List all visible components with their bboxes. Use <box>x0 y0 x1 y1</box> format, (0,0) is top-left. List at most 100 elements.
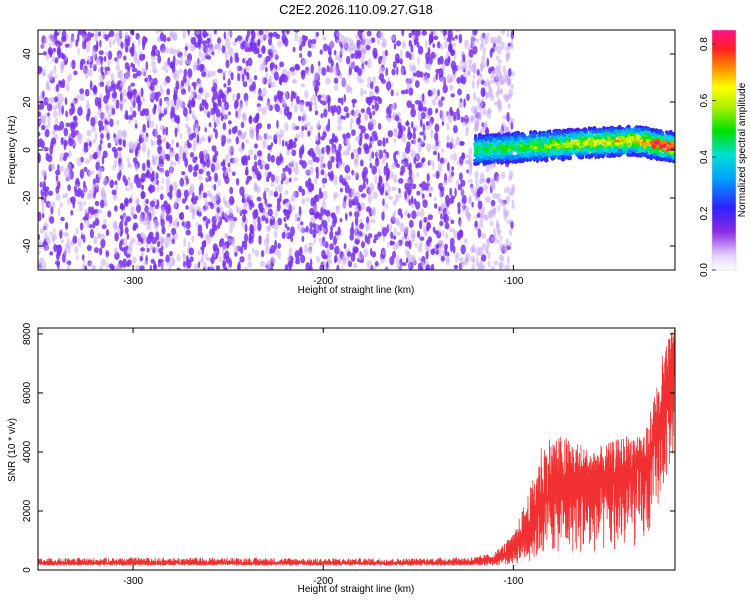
heatmap-cell <box>97 59 101 66</box>
heatmap-cell <box>197 261 201 269</box>
heatmap-cell <box>127 66 131 71</box>
heatmap-cell <box>136 204 141 214</box>
heatmap-cell <box>333 192 339 199</box>
heatmap-cell <box>114 205 118 212</box>
heatmap-cell <box>323 146 327 152</box>
heatmap-cell <box>302 112 306 118</box>
heatmap-cell <box>497 59 503 64</box>
heatmap-cell <box>155 123 158 134</box>
heatmap-cell <box>262 139 267 149</box>
heatmap-cell <box>444 40 448 49</box>
heatmap-cell <box>77 133 84 139</box>
heatmap-cell <box>481 254 487 262</box>
heatmap-cell <box>59 202 63 208</box>
heatmap-cell <box>437 139 441 148</box>
heatmap-cell <box>123 246 128 256</box>
heatmap-cell <box>176 267 181 270</box>
heatmap-cell <box>389 256 395 266</box>
heatmap-cell <box>458 232 462 239</box>
heatmap-cell <box>159 124 165 131</box>
heatmap-cell <box>593 152 597 157</box>
heatmap-cell <box>136 95 141 104</box>
heatmap-cell <box>368 188 372 196</box>
heatmap-cell <box>252 217 257 225</box>
heatmap-cell <box>51 201 56 209</box>
heatmap-cell <box>192 209 197 216</box>
heatmap-cell <box>211 145 217 152</box>
heatmap-cell <box>111 107 116 115</box>
heatmap-cell <box>39 228 45 234</box>
heatmap-cell <box>263 34 268 40</box>
heatmap-cell <box>660 145 664 149</box>
heatmap-cell <box>440 116 445 121</box>
heatmap-cell <box>318 237 323 244</box>
heatmap-cell <box>298 36 303 45</box>
heatmap-cell <box>432 150 438 156</box>
heatmap-cell <box>222 122 227 131</box>
heatmap-cell <box>477 77 482 85</box>
heatmap-cell <box>153 218 159 228</box>
heatmap-cell <box>132 110 137 118</box>
heatmap-cell <box>217 68 223 74</box>
heatmap-cell <box>410 254 416 263</box>
heatmap-cell <box>200 64 205 72</box>
heatmap-cell <box>155 48 159 55</box>
heatmap-cell <box>446 251 450 257</box>
heatmap-cell <box>631 147 634 152</box>
heatmap-cell <box>338 143 342 152</box>
heatmap-cell <box>444 210 451 216</box>
heatmap-cell <box>301 235 305 243</box>
heatmap-cell <box>437 89 440 97</box>
heatmap-cell <box>294 32 299 42</box>
heatmap-cell <box>132 157 138 164</box>
heatmap-cell <box>247 194 253 200</box>
heatmap-cell <box>182 30 186 40</box>
heatmap-cell <box>167 57 171 65</box>
heatmap-cell <box>138 237 143 243</box>
heatmap-cell <box>160 237 166 244</box>
heatmap-cell <box>270 155 276 163</box>
heatmap-cell <box>64 222 69 230</box>
heatmap-cell <box>119 91 123 102</box>
heatmap-cell <box>213 82 218 92</box>
heatmap-cell <box>504 209 510 217</box>
heatmap-cell <box>109 179 114 189</box>
heatmap-cell <box>201 253 205 264</box>
heatmap-cell <box>114 232 119 242</box>
heatmap-cell <box>155 30 160 35</box>
heatmap-cell <box>51 130 56 135</box>
heatmap-cell <box>277 40 283 48</box>
heatmap-cell <box>91 48 96 58</box>
heatmap-cell <box>504 264 508 270</box>
heatmap-cell <box>670 144 674 148</box>
heatmap-cell <box>38 132 41 137</box>
heatmap-cell <box>481 232 487 239</box>
heatmap-cell <box>87 40 91 47</box>
heatmap-cell <box>232 157 239 164</box>
heatmap-cell <box>214 129 218 139</box>
heatmap-cell <box>129 105 134 113</box>
heatmap-cell <box>152 107 156 115</box>
heatmap-cell <box>79 168 85 179</box>
heatmap-cell <box>198 59 202 65</box>
heatmap-cell <box>400 89 406 95</box>
heatmap-cell <box>223 252 227 260</box>
heatmap-cell <box>342 115 346 121</box>
heatmap-cell <box>187 103 190 108</box>
heatmap-cell <box>299 53 303 58</box>
heatmap-cell <box>409 63 413 71</box>
heatmap-cell <box>70 209 74 216</box>
heatmap-cell <box>44 244 50 252</box>
heatmap-cell <box>223 101 229 111</box>
heatmap-cell <box>271 174 275 183</box>
heatmap-cell <box>404 182 410 191</box>
heatmap-cell <box>358 184 364 193</box>
heatmap-cell <box>149 85 152 90</box>
heatmap-cell <box>204 92 210 98</box>
heatmap-cell <box>273 191 279 198</box>
heatmap-cell <box>382 60 386 66</box>
heatmap-cell <box>108 86 113 92</box>
heatmap-cell <box>273 71 279 81</box>
heatmap-cell <box>151 66 157 73</box>
heatmap-cell <box>170 99 175 109</box>
